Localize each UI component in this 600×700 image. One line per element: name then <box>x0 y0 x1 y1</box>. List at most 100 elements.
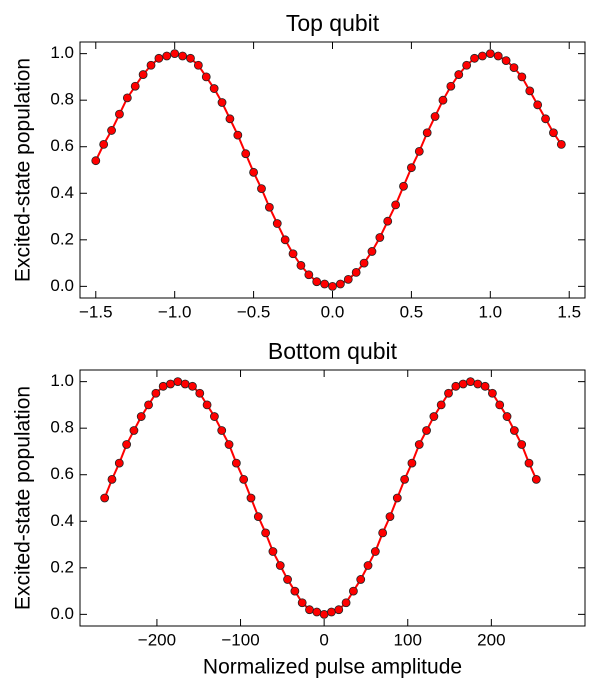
x-tick-label: −1.5 <box>79 302 113 321</box>
data-point <box>158 381 168 391</box>
data-line <box>94 52 563 288</box>
data-point <box>312 277 322 287</box>
data-point <box>239 474 249 484</box>
y-tick-label: 0.6 <box>50 464 74 483</box>
data-point <box>533 100 543 110</box>
data-point <box>100 493 110 503</box>
data-point <box>253 512 263 522</box>
data-point <box>328 281 337 291</box>
data-point <box>272 219 282 228</box>
data-point <box>383 216 393 226</box>
data-point <box>166 379 175 389</box>
data-point <box>233 130 243 140</box>
data-point <box>122 93 132 103</box>
data-point <box>378 528 388 538</box>
data-point <box>193 60 203 70</box>
data-point <box>257 184 266 194</box>
data-point <box>367 247 377 256</box>
data-point <box>444 388 453 398</box>
data-point <box>114 458 124 468</box>
data-point <box>246 493 256 503</box>
data-point <box>178 51 187 61</box>
data-point <box>290 586 300 596</box>
data-point <box>312 607 322 617</box>
data-point <box>495 400 505 410</box>
data-point <box>524 458 534 468</box>
data-point <box>305 605 314 615</box>
x-tick-label: 0 <box>319 630 328 649</box>
data-point <box>261 528 271 538</box>
data-point <box>180 379 190 389</box>
y-tick-label: 0.8 <box>50 418 74 437</box>
data-point <box>209 84 219 93</box>
data-point <box>341 598 351 608</box>
data-point <box>195 388 205 398</box>
data-point <box>320 279 330 289</box>
data-point <box>414 146 424 156</box>
data-point <box>502 412 512 421</box>
x-tick-label: 100 <box>394 630 422 649</box>
data-point <box>531 474 541 484</box>
data-point <box>478 51 487 61</box>
x-tick-label: −1.0 <box>158 302 192 321</box>
data-point <box>334 605 344 615</box>
data-point <box>525 86 535 96</box>
data-point <box>173 377 183 387</box>
data-point <box>466 377 475 387</box>
data-point <box>130 81 140 91</box>
data-point <box>470 53 479 63</box>
data-point <box>359 258 369 268</box>
data-point <box>343 274 353 284</box>
data-point <box>225 114 235 124</box>
data-point <box>154 53 164 63</box>
data-point <box>556 139 566 149</box>
data-point <box>541 114 550 124</box>
data-point <box>319 609 329 619</box>
data-point <box>422 426 431 435</box>
data-point <box>296 261 306 270</box>
data-point <box>473 379 483 389</box>
y-tick-label: 1.0 <box>50 371 74 390</box>
data-point <box>335 279 345 289</box>
y-tick-label: 0.2 <box>50 557 74 576</box>
data-point <box>288 249 298 259</box>
data-point <box>438 95 448 105</box>
data-point <box>188 381 197 391</box>
x-tick-label: −0.5 <box>237 302 271 321</box>
data-point <box>407 458 417 468</box>
data-point <box>356 575 366 584</box>
y-tick-label: 0.0 <box>50 276 74 295</box>
y-axis-label: Excited-state population <box>12 58 35 282</box>
data-point <box>375 233 385 242</box>
data-point <box>349 586 358 596</box>
data-point <box>201 72 211 82</box>
x-tick-label: 1.5 <box>557 302 581 321</box>
data-point <box>151 388 161 398</box>
y-axis-label: Excited-state population <box>12 386 35 610</box>
data-point <box>275 561 285 570</box>
y-tick-label: 0.6 <box>50 136 74 155</box>
y-tick-label: 1.0 <box>50 43 74 62</box>
data-point <box>327 607 336 617</box>
data-point <box>91 156 101 166</box>
data-point <box>231 458 241 468</box>
y-tick-label: 0.2 <box>50 229 74 248</box>
y-tick-label: 0.4 <box>50 183 74 202</box>
data-point <box>485 49 495 59</box>
data-point <box>480 381 490 391</box>
data-point <box>202 400 212 410</box>
data-point <box>107 126 116 135</box>
data-point <box>407 163 416 173</box>
data-point <box>446 81 456 91</box>
data-point <box>107 474 117 484</box>
data-point <box>385 512 395 522</box>
data-point <box>249 167 258 177</box>
data-point <box>297 598 307 608</box>
data-point <box>280 235 290 245</box>
data-point <box>363 561 373 570</box>
data-point <box>458 379 468 389</box>
data-point <box>414 440 424 449</box>
x-tick-label: 0.5 <box>400 302 424 321</box>
y-tick-label: 0.0 <box>50 604 74 623</box>
